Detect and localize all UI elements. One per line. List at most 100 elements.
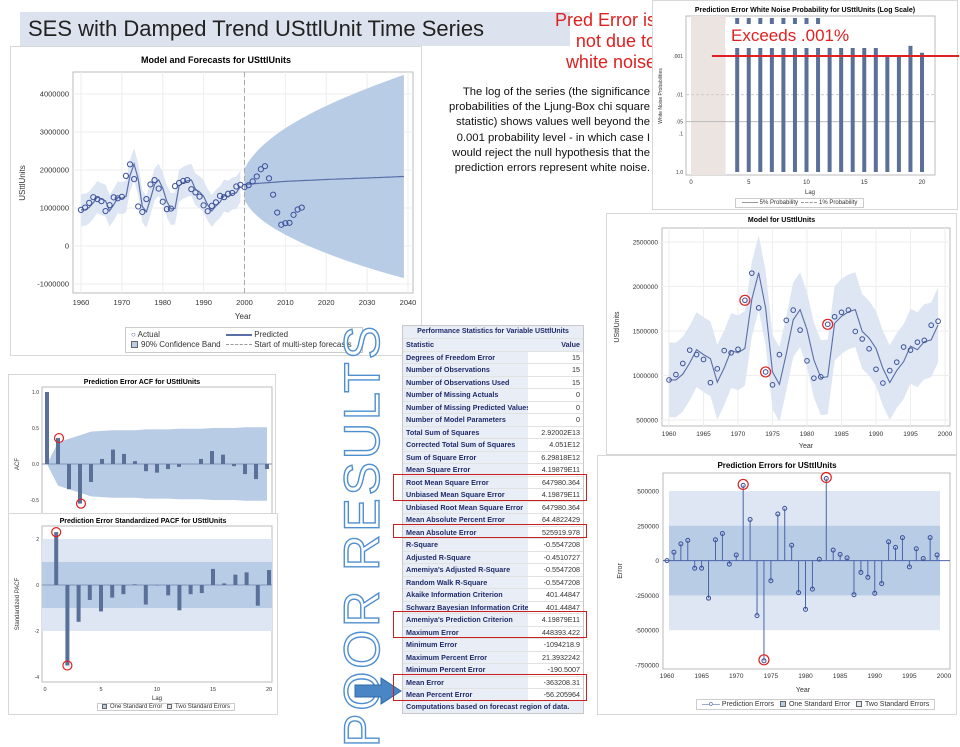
legend-item: 90% Confidence Band	[131, 340, 221, 349]
dashed-line-icon	[801, 202, 817, 203]
acf-bar	[67, 464, 71, 489]
band-swatch-icon	[131, 341, 138, 348]
probability-bar	[851, 47, 855, 172]
acf-chart: Prediction Error ACF for USttlUnits -0.5…	[8, 374, 276, 515]
statistic-value: 6.29818E12	[528, 452, 583, 464]
statistic-value: 647980.364	[528, 502, 583, 514]
x-axis-label: Lag	[805, 190, 815, 196]
table-row: Minimum Error-1094218.9	[403, 638, 583, 651]
acf-bar	[100, 459, 104, 464]
line-marker-icon: —o—	[702, 701, 720, 708]
acf-bar	[133, 461, 137, 464]
x-tick-label: 2000	[938, 431, 953, 438]
y-tick-label: 1500000	[633, 329, 659, 336]
y-tick-label: 500000	[637, 489, 659, 496]
statistic-name: Adjusted R-Square	[403, 552, 528, 564]
x-axis-label: Year	[235, 312, 252, 321]
x-tick-label: 1970	[731, 431, 746, 438]
arrow-right-icon	[355, 678, 403, 706]
acf-bar	[111, 450, 115, 464]
y-tick-label: 0.0	[32, 462, 39, 468]
y-tick-label: .01	[676, 93, 683, 99]
pacf-bar	[200, 585, 204, 593]
legend-label: Predicted	[254, 330, 288, 339]
statistic-value: 525919.978	[528, 527, 583, 539]
pacf-bar	[233, 575, 237, 585]
swatch-icon	[856, 701, 862, 707]
chart-legend: —o— Prediction Errors One Standard Error…	[696, 699, 935, 710]
statistic-name: Minimum Error	[403, 639, 528, 651]
x-tick-label: 0	[689, 180, 693, 186]
x-tick-label: 5	[99, 687, 102, 693]
y-tick-label: 500000	[636, 418, 658, 425]
statistic-value: 647980.364	[528, 477, 583, 489]
acf-bar	[265, 464, 269, 469]
table-row: Mean Error-363208.31	[403, 676, 583, 689]
y-tick-label: 3000000	[40, 128, 69, 137]
x-tick-label: 2030	[359, 298, 376, 307]
x-tick-label: 10	[803, 180, 810, 186]
y-axis-label: White Noise Probabilities	[658, 68, 664, 124]
y-axis-label: ACF	[15, 458, 21, 470]
statistic-name: Number of Missing Predicted Values	[403, 402, 528, 414]
x-tick-label: 1980	[798, 673, 813, 680]
statistic-name: Unbiased Root Mean Square Error	[403, 502, 528, 514]
statistic-name: Minimum Percent Error	[403, 664, 528, 676]
circle-marker-icon: ○	[131, 330, 136, 339]
statistic-value: -56.205964	[528, 689, 583, 701]
pacf-bar	[144, 585, 148, 605]
statistic-name: Schwarz Bayesian Information Criterion	[403, 602, 528, 614]
statistic-value: 15	[528, 377, 583, 389]
pacf-bar	[88, 585, 92, 600]
statistic-value: 4.051E12	[528, 439, 583, 451]
probability-bar	[839, 46, 843, 172]
swatch-icon	[102, 704, 107, 709]
probability-bar	[908, 46, 912, 172]
x-tick-label: 1980	[800, 431, 815, 438]
statistic-value: 448393.422	[528, 627, 583, 639]
y-tick-label: -750000	[635, 663, 659, 670]
table-row: Amemiya's Adjusted R-Square-0.5547208	[403, 563, 583, 576]
acf-bar	[221, 455, 225, 464]
x-tick-label: 1990	[868, 673, 883, 680]
table-row: R-Square-0.5547208	[403, 538, 583, 551]
y-tick-label: 2	[36, 537, 39, 543]
legend-item: Predicted	[226, 330, 288, 339]
statistic-name: Corrected Total Sum of Squares	[403, 439, 528, 451]
exceeds-note: Exceeds .001%	[725, 24, 881, 48]
x-tick-label: 2010	[277, 298, 294, 307]
statistic-name: Random Walk R-Square	[403, 577, 528, 589]
probability-bar	[920, 53, 924, 172]
pacf-bar	[189, 585, 193, 594]
x-tick-label: 20	[266, 687, 272, 693]
statistic-value: -0.4510727	[528, 552, 583, 564]
table-row: Schwarz Bayesian Information Criterion40…	[403, 601, 583, 614]
acf-bar	[232, 464, 236, 466]
legend-label: 1% Probability	[819, 200, 857, 206]
x-tick-label: 1960	[660, 673, 675, 680]
note-line: white noise	[520, 52, 656, 73]
statistic-name: Mean Absolute Percent Error	[403, 514, 528, 526]
slide-title: SES with Damped Trend USttlUnit Time Ser…	[20, 12, 570, 46]
table-row: Mean Percent Error-56.205964	[403, 688, 583, 701]
table-row: Adjusted R-Square-0.4510727	[403, 551, 583, 564]
statistic-name: Mean Square Error	[403, 464, 528, 476]
pred-error-note: Pred Error is not due to white noise	[520, 10, 656, 73]
column-header: Statistic	[403, 339, 528, 351]
forecast-plot: -100000001000000200000030000004000000196…	[11, 47, 423, 357]
statistic-value: 15	[528, 364, 583, 376]
acf-bar	[166, 464, 170, 469]
x-tick-label: 2040	[400, 298, 417, 307]
x-tick-label: 1975	[764, 673, 779, 680]
legend-label: 5% Probability	[760, 200, 798, 206]
statistic-value: 2.92002E13	[528, 427, 583, 439]
